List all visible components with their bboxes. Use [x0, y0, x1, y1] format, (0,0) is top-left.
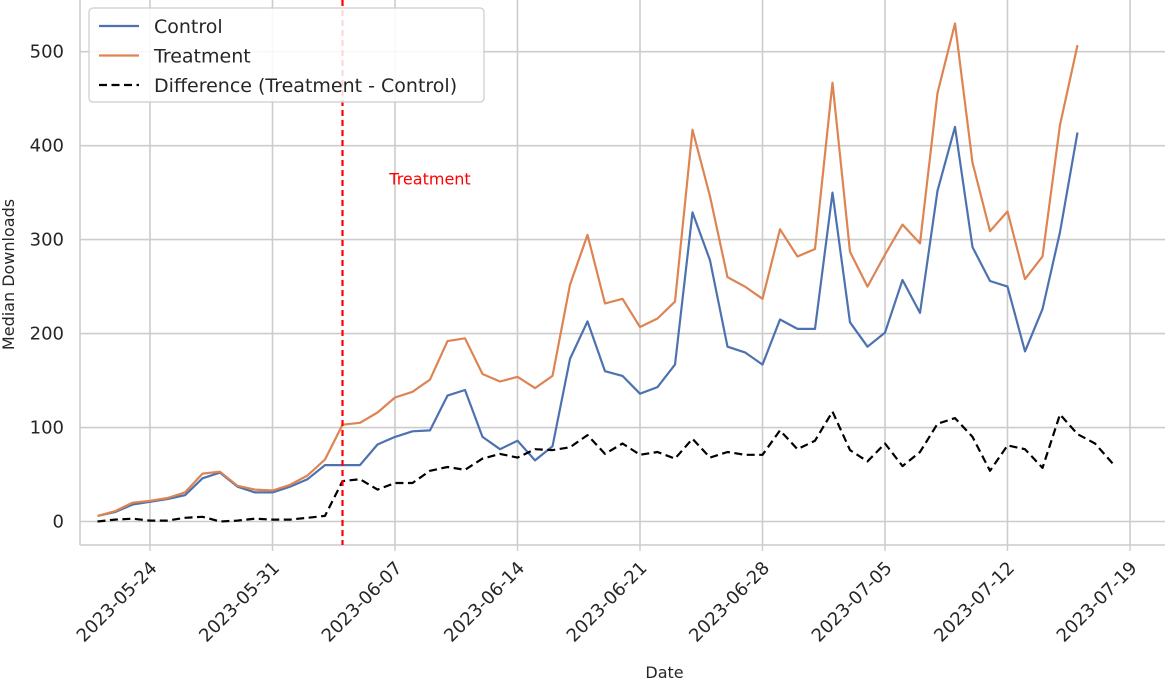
- x-tick-label: 2023-07-19: [1053, 558, 1142, 647]
- legend-label-control: Control: [154, 16, 223, 38]
- legend-label-treatment: Treatment: [153, 46, 251, 68]
- series-lines: [97, 22, 1114, 523]
- x-tick-label: 2023-06-28: [685, 558, 774, 647]
- x-tick-label: 2023-07-05: [808, 558, 897, 647]
- legend-label-difference: Difference (Treatment - Control): [154, 75, 457, 97]
- x-tick-label: 2023-07-12: [930, 558, 1019, 647]
- x-axis-label: Date: [645, 663, 683, 682]
- difference-line: [97, 410, 1114, 523]
- legend: Control Treatment Difference (Treatment …: [88, 7, 485, 103]
- y-tick-label: 100: [30, 418, 64, 439]
- treatment-annotation: Treatment: [388, 170, 470, 189]
- legend-box: [88, 7, 485, 103]
- axes-frame: [79, 0, 1165, 551]
- y-tick-label: 200: [30, 324, 64, 345]
- x-tick-label: 2023-06-21: [563, 558, 652, 647]
- y-tick-label: 300: [30, 230, 64, 251]
- x-tick-label: 2023-05-31: [195, 558, 284, 647]
- x-tick-label: 2023-05-24: [73, 558, 162, 647]
- control-line: [97, 125, 1079, 517]
- y-axis-label: Median Downloads: [0, 199, 18, 350]
- y-tick-label: 500: [30, 42, 64, 63]
- tick-labels: 0 100 200 300 400 500 2023-05-24 2023-05-31 2023…: [30, 42, 1142, 647]
- x-tick-label: 2023-06-14: [440, 558, 529, 647]
- y-tick-label: 400: [30, 136, 64, 157]
- y-tick-label: 0: [53, 512, 64, 533]
- x-tick-label: 2023-06-07: [318, 558, 407, 647]
- treatment-line: [97, 22, 1079, 517]
